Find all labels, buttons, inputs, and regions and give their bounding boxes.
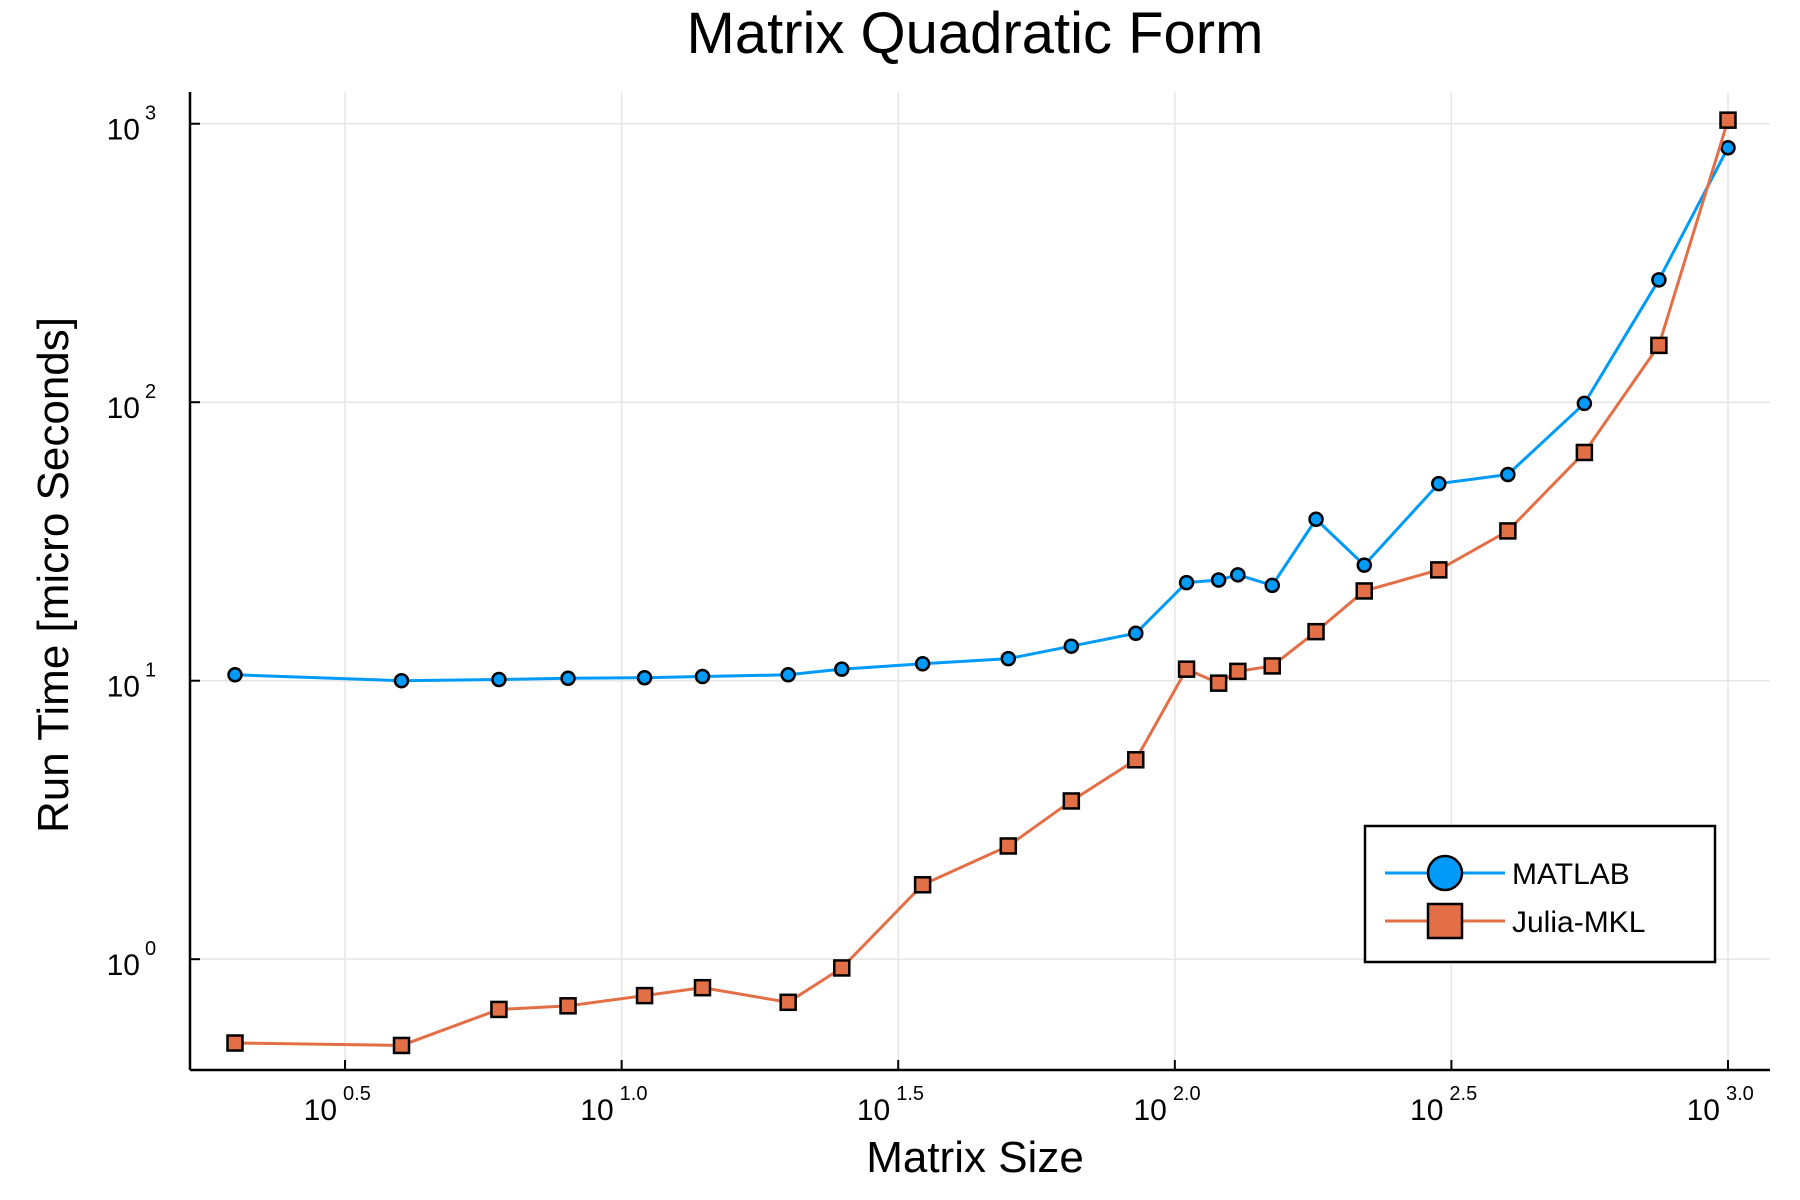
data-point (1230, 567, 1246, 583)
data-point (1229, 662, 1247, 681)
y-tick-label-base: 10 (107, 671, 140, 704)
x-ticks-layer: 10 0.5 10 1.0 10 1.5 10 2.0 10 2.5 10 3.0 (304, 1060, 1754, 1127)
x-tick-label-exp: 1.0 (620, 1083, 648, 1105)
x-tick-label-base: 10 (1687, 1094, 1720, 1127)
data-point (1062, 792, 1081, 810)
data-point (1307, 622, 1325, 641)
data-point (914, 656, 931, 672)
data-point (1650, 336, 1668, 355)
data-point (1575, 443, 1594, 462)
x-tick-label-exp: 3.0 (1726, 1083, 1754, 1105)
data-point (1127, 751, 1145, 769)
chart-title: Matrix Quadratic Form (687, 1, 1264, 66)
legend-label: Julia-MKL (1512, 906, 1645, 939)
data-point (1128, 625, 1144, 642)
y-axis-label: Run Time [micro Seconds] (29, 317, 78, 833)
y-tick-label-base: 10 (107, 114, 140, 147)
data-point (491, 671, 507, 688)
data-point (1308, 511, 1324, 527)
y-tick-label-exp: 3 (145, 103, 156, 125)
series-julia-mkl (226, 111, 1737, 1055)
legend: MATLAB Julia-MKL (1363, 824, 1717, 964)
series-line (234, 147, 1730, 683)
data-point (1355, 582, 1373, 600)
data-point (635, 986, 654, 1005)
data-point (559, 997, 577, 1015)
y-tick-label-base: 10 (107, 949, 140, 982)
legend-label: MATLAB (1512, 858, 1630, 891)
data-point (226, 1034, 244, 1052)
data-point (393, 672, 410, 689)
x-tick-label-exp: 1.5 (896, 1083, 924, 1105)
series-layer (226, 111, 1737, 1055)
y-tick-label-exp: 1 (145, 660, 156, 682)
data-point (1000, 650, 1017, 667)
data-point (1177, 660, 1196, 678)
data-point (694, 668, 711, 685)
data-point (1210, 572, 1227, 588)
data-point (1431, 475, 1447, 492)
x-tick-label-exp: 0.5 (343, 1083, 371, 1105)
x-tick-label-base: 10 (304, 1094, 337, 1127)
x-tick-label-base: 10 (1410, 1094, 1443, 1127)
axes-layer (188, 92, 1770, 1072)
data-point (1356, 557, 1372, 573)
series-matlab (227, 139, 1736, 689)
data-point (999, 837, 1018, 855)
data-point (1178, 574, 1195, 591)
data-point (913, 876, 932, 894)
data-point (693, 978, 712, 997)
x-tick-label-base: 10 (1133, 1094, 1166, 1127)
y-tick-label-base: 10 (107, 392, 140, 425)
data-point (1720, 139, 1736, 156)
data-point (227, 667, 243, 683)
data-point (1209, 674, 1228, 692)
data-point (1264, 577, 1280, 594)
data-point (1576, 395, 1593, 412)
grid-layer (190, 92, 1770, 1070)
data-point (834, 661, 850, 677)
legend-marker (1426, 854, 1464, 892)
data-point (833, 959, 851, 977)
legend-marker (1426, 902, 1464, 940)
legend-box (1363, 824, 1717, 964)
data-point (1430, 561, 1448, 579)
data-point (779, 993, 797, 1012)
data-point (1719, 111, 1737, 129)
data-point (1500, 466, 1516, 483)
data-point (490, 1000, 508, 1019)
legend-items: MATLAB Julia-MKL (1385, 854, 1645, 940)
data-point (1651, 272, 1667, 288)
x-tick-label-base: 10 (857, 1094, 890, 1127)
data-point (392, 1036, 411, 1055)
x-tick-label-base: 10 (580, 1094, 613, 1127)
data-point (1263, 657, 1281, 675)
y-tick-label-exp: 0 (145, 938, 156, 960)
data-point (1499, 522, 1517, 540)
data-point (560, 670, 576, 687)
y-tick-label-exp: 2 (145, 381, 156, 403)
data-point (1063, 638, 1080, 654)
x-tick-label-exp: 2.5 (1449, 1083, 1477, 1105)
data-point (636, 669, 653, 686)
x-axis-label: Matrix Size (866, 1133, 1084, 1182)
data-point (780, 667, 796, 683)
x-tick-label-exp: 2.0 (1173, 1083, 1201, 1105)
